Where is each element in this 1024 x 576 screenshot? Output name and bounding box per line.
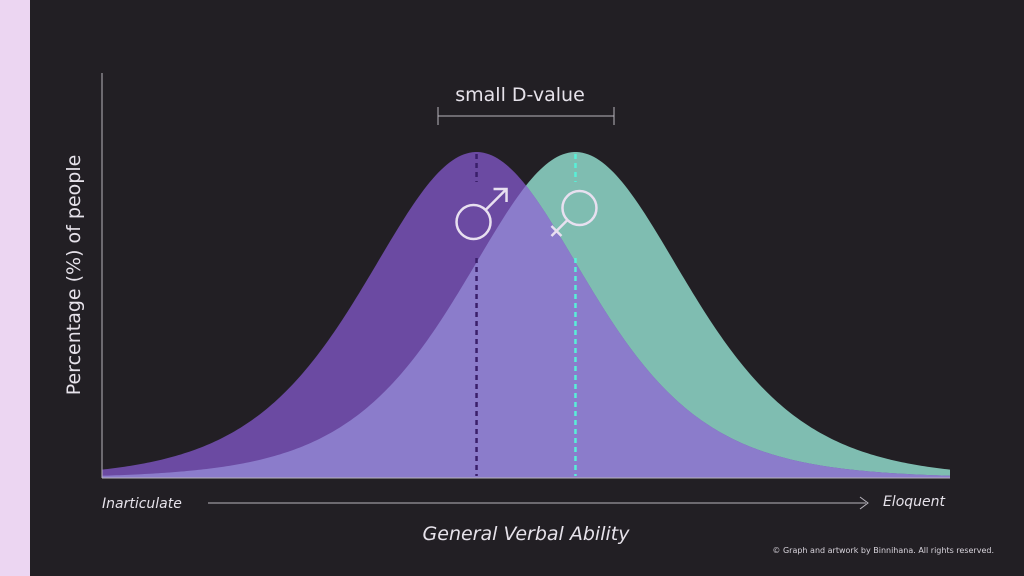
curves-group <box>102 152 950 478</box>
copyright-credit: © Graph and artwork by Binnihana. All ri… <box>772 546 994 555</box>
female-symbol-icon <box>550 189 598 237</box>
side-accent-strip <box>0 0 30 576</box>
x-direction-arrowhead <box>859 496 869 510</box>
d-value-annotation: small D-value <box>455 84 585 106</box>
x-axis-right-label: Eloquent <box>883 494 946 510</box>
d-value-bracket-line <box>437 107 615 125</box>
male-symbol-icon <box>455 187 508 241</box>
d-value-bracket <box>437 107 615 125</box>
x-axis-left-label: Inarticulate <box>102 496 182 512</box>
y-axis-label: Percentage (%) of people <box>63 155 85 396</box>
x-axis-label: General Verbal Ability <box>423 523 631 545</box>
gender-symbols <box>455 187 598 241</box>
overlap-area <box>102 152 950 478</box>
